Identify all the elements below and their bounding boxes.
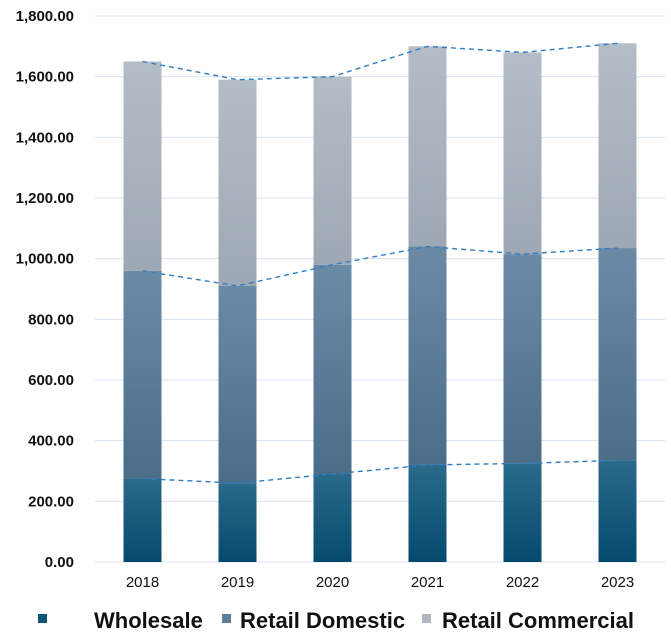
legend-swatch-retail-commercial (422, 614, 431, 623)
bar-retail-commercial-2020 (313, 76, 352, 265)
bars (123, 43, 637, 562)
x-tick-label: 2019 (221, 574, 254, 591)
trend-line-retail-commercial (142, 42, 618, 81)
trend-line-retail-domestic (142, 245, 618, 287)
x-tick-label: 2020 (316, 574, 349, 591)
y-tick-label: 1,600.00 (16, 69, 74, 86)
y-tick-label: 800.00 (28, 311, 74, 328)
legend-label: Retail Commercial (442, 608, 634, 633)
bar-retail-commercial-2023 (598, 43, 637, 249)
bar-wholesale-2018 (123, 478, 162, 562)
trend-lines (142, 42, 618, 484)
legend-label: Retail Domestic (240, 608, 405, 633)
legend-swatch-retail-domestic (222, 614, 231, 623)
bar-retail-domestic-2021 (408, 246, 447, 465)
x-tick-label: 2023 (601, 574, 634, 591)
y-tick-label: 1,400.00 (16, 129, 74, 146)
y-tick-label: 1,200.00 (16, 190, 74, 207)
bar-wholesale-2020 (313, 474, 352, 562)
bar-retail-commercial-2018 (123, 61, 162, 271)
legend-swatch-wholesale (38, 614, 47, 623)
bar-wholesale-2019 (218, 483, 257, 562)
y-tick-label: 1,000.00 (16, 251, 74, 268)
trend-line-wholesale (142, 459, 618, 484)
legend: Wholesale Retail Domestic Retail Commercia… (38, 608, 634, 633)
y-tick-label: 600.00 (28, 372, 74, 389)
y-tick-label: 400.00 (28, 433, 74, 450)
bar-wholesale-2022 (503, 463, 542, 562)
bar-retail-domestic-2023 (598, 248, 637, 461)
bar-retail-commercial-2022 (503, 52, 542, 255)
bar-retail-domestic-2020 (313, 264, 352, 475)
x-axis: 2018 2019 2020 2021 2022 2023 (126, 574, 634, 591)
y-tick-label: 200.00 (28, 493, 74, 510)
bar-retail-commercial-2021 (408, 46, 447, 247)
y-tick-label: 0.00 (45, 554, 74, 571)
bar-wholesale-2021 (408, 464, 447, 562)
x-tick-label: 2021 (411, 574, 444, 591)
gridlines (95, 15, 665, 563)
bar-retail-domestic-2022 (503, 254, 542, 464)
bar-retail-commercial-2019 (218, 79, 257, 286)
x-tick-label: 2022 (506, 574, 539, 591)
bar-retail-domestic-2019 (218, 285, 257, 484)
bar-wholesale-2023 (598, 460, 637, 562)
legend-label: Wholesale (94, 608, 203, 633)
y-tick-label: 1,800.00 (16, 8, 74, 25)
bar-retail-domestic-2018 (123, 270, 162, 479)
x-tick-label: 2018 (126, 574, 159, 591)
y-axis: 0.00 200.00 400.00 600.00 800.00 1,000.00 1,20… (16, 8, 74, 571)
